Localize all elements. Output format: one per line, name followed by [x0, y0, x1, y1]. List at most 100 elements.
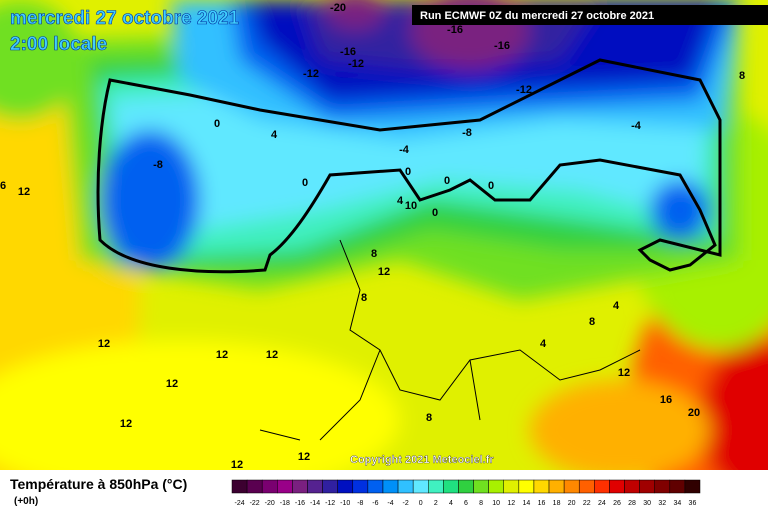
colorbar-label: -2: [402, 500, 408, 507]
contour-label: 10: [405, 200, 417, 212]
colorbar-swatch: [292, 479, 308, 494]
colorbar-swatch: [503, 479, 520, 494]
colorbar-swatch: [518, 479, 535, 494]
colorbar-swatch: [246, 479, 263, 494]
colorbar-swatch: [367, 479, 384, 494]
contour-label: -16: [494, 40, 510, 52]
copyright: Copyright 2021 Meteociel.fr: [350, 454, 494, 466]
colorbar-label: 2: [434, 500, 438, 507]
colorbar-swatch: [412, 479, 429, 494]
colorbar-label: -24: [234, 500, 244, 507]
colorbar-label: -14: [310, 500, 320, 507]
run-info-box: [412, 5, 768, 25]
colorbar-label: -12: [325, 500, 335, 507]
colorbar-label: 22: [583, 500, 591, 507]
contour-label: 4: [540, 338, 547, 350]
colorbar-swatch: [624, 479, 640, 494]
colorbar-label: 24: [598, 500, 606, 507]
colorbar-swatch: [669, 479, 686, 494]
colorbar-swatch: [428, 479, 444, 494]
colorbar-swatch: [231, 479, 248, 494]
colorbar-swatch: [322, 479, 338, 494]
colorbar-label: 6: [464, 500, 468, 507]
contour-label: 12: [166, 378, 178, 390]
colorbar-label: 0: [419, 500, 423, 507]
colorbar-label: 36: [689, 500, 697, 507]
colorbar-swatch: [443, 479, 459, 494]
zero-isotherm: [96, 58, 722, 274]
colorbar-swatch: [307, 479, 323, 494]
lead-time: (+0h): [14, 496, 38, 507]
colorbar-label: -18: [280, 500, 290, 507]
run-info: Run ECMWF 0Z du mercredi 27 octobre 2021: [420, 10, 654, 22]
contour-label: 12: [266, 349, 278, 361]
contour-label: 12: [98, 338, 110, 350]
contour-label: 0: [432, 207, 438, 219]
coastline: [259, 239, 641, 441]
contour-label: 8: [371, 248, 377, 260]
colorbar-label: -22: [250, 500, 260, 507]
map-title: mercredi 27 octobre 2021: [10, 8, 240, 29]
colorbar-swatch: [473, 479, 489, 494]
colorbar-label: 26: [613, 500, 621, 507]
contour-label: 12: [18, 186, 30, 198]
colorbar-label: -6: [372, 500, 378, 507]
colorbar-label: 10: [492, 500, 500, 507]
contour-label: -16: [340, 46, 356, 58]
colorbar-label: 16: [538, 500, 546, 507]
contour-label: 0: [488, 180, 494, 192]
colorbar-swatch: [578, 479, 595, 494]
colorbar-label: 8: [479, 500, 483, 507]
contour-label: 8: [426, 412, 432, 424]
colorbar-label: 12: [507, 500, 515, 507]
contour-label: 0: [444, 175, 450, 187]
colorbar-swatch: [488, 479, 504, 494]
colorbar-label: 34: [673, 500, 681, 507]
contour-label: 8: [739, 70, 745, 82]
contour-label: 16: [660, 394, 672, 406]
contour-label: 12: [618, 367, 630, 379]
contour-label: -12: [303, 68, 319, 80]
colorbar-swatch: [337, 479, 354, 494]
contour-label: -16: [447, 24, 463, 36]
colorbar-swatch: [352, 479, 369, 494]
colorbar-label: 14: [522, 500, 530, 507]
contour-label: -12: [348, 58, 364, 70]
colorbar-swatch: [548, 479, 565, 494]
contour-label: 4: [271, 129, 278, 141]
colorbar: -24 -22 -20 -18 -16 -14 -12 -10 -8 -6 -4 -2 0 2 4 6 8 10 1…: [231, 479, 701, 507]
contour-label: 6: [0, 180, 6, 192]
contour-label: 12: [216, 349, 228, 361]
contour-label: 12: [378, 266, 390, 278]
contour-label: 20: [688, 407, 700, 419]
contour-label: 0: [302, 177, 308, 189]
colorbar-swatch: [563, 479, 580, 494]
contour-label: 8: [361, 292, 367, 304]
colorbar-label: -4: [387, 500, 393, 507]
contour-label: -8: [153, 159, 163, 171]
colorbar-label: -10: [340, 500, 350, 507]
contour-label: -4: [399, 144, 410, 156]
contour-label: 4: [613, 300, 620, 312]
map-subtitle: 2:00 locale: [10, 34, 107, 55]
contour-label: -20: [330, 2, 346, 14]
colorbar-label: 30: [643, 500, 651, 507]
colorbar-swatch: [533, 479, 550, 494]
colorbar-label: 20: [568, 500, 576, 507]
colorbar-label: 28: [628, 500, 636, 507]
contour-label: 0: [214, 118, 220, 130]
contour-label: -12: [516, 84, 532, 96]
contour-label: 0: [405, 166, 411, 178]
colorbar-label: -8: [357, 500, 363, 507]
colorbar-swatch: [458, 479, 474, 494]
contour-label: 8: [589, 316, 595, 328]
colorbar-label: -16: [295, 500, 305, 507]
colorbar-swatch: [261, 479, 278, 494]
contour-label: 12: [298, 451, 310, 463]
colorbar-label: 18: [553, 500, 561, 507]
colorbar-label: 4: [449, 500, 453, 507]
